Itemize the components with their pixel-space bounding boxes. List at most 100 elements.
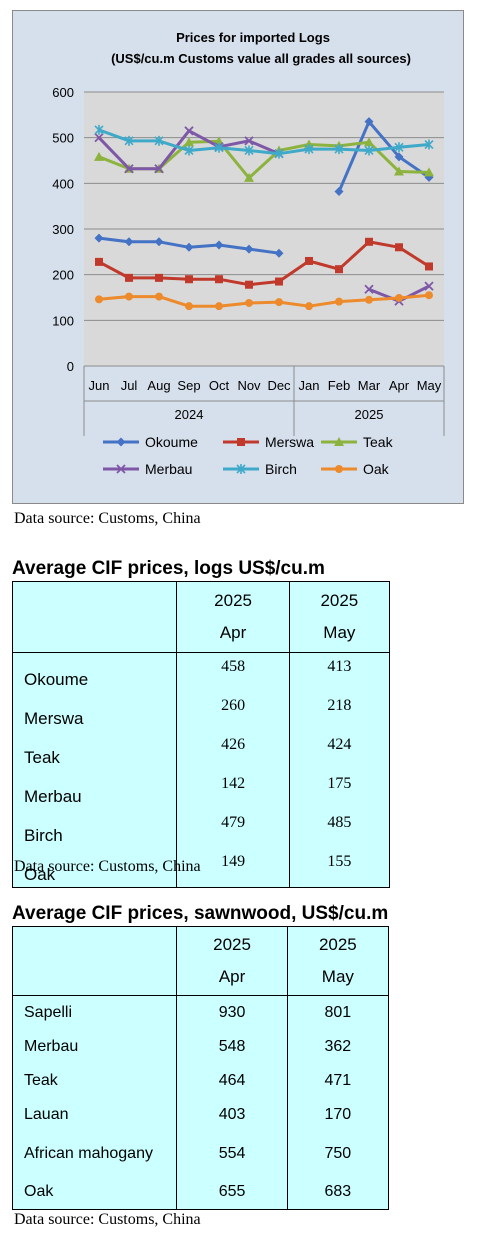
row-apr-value: 464 <box>176 1064 288 1098</box>
data-point-birch <box>184 145 194 156</box>
chart-subtitle: (US$/cu.m Customs value all grades all s… <box>111 51 411 66</box>
table-row: Oak 149 155 <box>11 848 391 888</box>
data-point-merswa <box>245 280 253 289</box>
data-point-okoume <box>244 244 254 254</box>
x-tick-label: Oct <box>209 378 230 393</box>
legend-marker-teak <box>334 437 344 446</box>
data-point-oak <box>275 298 283 307</box>
row-apr-value: 142 <box>176 770 290 809</box>
x-tick-label: Mar <box>358 378 381 393</box>
row-may-value: 362 <box>286 1030 390 1064</box>
data-point-birch <box>274 148 284 159</box>
legend-label-merbau: Merbau <box>145 461 192 477</box>
data-point-birch <box>364 145 374 156</box>
row-may-value: 413 <box>288 652 391 692</box>
data-point-birch <box>244 145 254 156</box>
data-point-birch <box>94 124 104 135</box>
data-point-birch <box>214 142 224 153</box>
row-apr-value: 479 <box>176 809 290 848</box>
table-row: Merbau 548 362 <box>11 1030 390 1064</box>
data-point-merswa <box>215 275 223 284</box>
row-may-value: 175 <box>288 770 391 809</box>
y-tick-label: 500 <box>52 131 74 146</box>
row-name-cell: Merswa <box>11 692 178 731</box>
row-may-value: 424 <box>288 731 391 770</box>
data-point-merswa <box>425 262 433 271</box>
row-may-value: 218 <box>288 692 391 731</box>
row-apr-value: 554 <box>176 1132 288 1175</box>
header-blank-cell <box>11 926 178 996</box>
logs-source-note: Data source: Customs, China <box>14 858 201 875</box>
sawnwood-source-note: Data source: Customs, China <box>14 1211 201 1228</box>
table-row: Sapelli 930 801 <box>11 995 390 1030</box>
data-point-merswa <box>155 273 163 282</box>
data-point-birch <box>304 144 314 155</box>
data-point-oak <box>305 302 313 311</box>
x-group-label: 2024 <box>175 407 204 422</box>
data-point-okoume <box>214 240 224 250</box>
row-name-cell: Teak <box>11 731 178 770</box>
table-row: Lauan 403 170 <box>11 1098 390 1132</box>
legend-label-merswa: Merswa <box>265 434 314 450</box>
series-line-birch <box>98 128 430 156</box>
data-point-teak <box>184 137 194 147</box>
row-may-value: 683 <box>286 1175 390 1210</box>
data-point-teak <box>94 151 104 161</box>
y-tick-label: 200 <box>52 268 74 283</box>
x-tick-label: Nov <box>237 378 261 393</box>
data-point-okoume <box>334 187 344 197</box>
y-tick-label: 400 <box>52 176 74 191</box>
data-point-merbau <box>94 133 104 143</box>
legend-label-birch: Birch <box>265 461 297 477</box>
data-point-merbau <box>424 281 434 291</box>
row-apr-value: 426 <box>176 731 290 770</box>
data-point-merbau <box>184 126 194 136</box>
x-group-label: 2025 <box>355 407 384 422</box>
data-point-birch <box>334 144 344 155</box>
header-month: Apr <box>218 967 246 986</box>
row-apr-value: 149 <box>176 848 290 888</box>
data-point-okoume <box>364 117 374 127</box>
row-name-cell: Lauan <box>11 1098 178 1132</box>
series-line-oak <box>98 293 430 308</box>
data-point-okoume <box>274 248 284 258</box>
row-name-cell: Okoume <box>11 652 178 692</box>
legend-label-teak: Teak <box>363 434 394 450</box>
data-point-merbau <box>124 164 134 174</box>
row-may-value: 170 <box>286 1098 390 1132</box>
data-point-merswa <box>275 277 283 286</box>
table-row: Birch 479 485 <box>11 809 391 848</box>
row-may-value: 750 <box>286 1132 390 1175</box>
data-point-merswa <box>305 256 313 265</box>
row-name-cell: Oak <box>11 1175 178 1210</box>
data-point-merswa <box>185 275 193 284</box>
header-month: May <box>323 623 356 642</box>
x-tick-label: Sep <box>177 378 200 393</box>
legend-label-oak: Oak <box>363 461 390 477</box>
row-apr-value: 458 <box>176 652 290 692</box>
row-name-cell: African mahogany <box>11 1132 178 1175</box>
row-name-cell: Teak <box>11 1064 178 1098</box>
row-may-value: 801 <box>286 995 390 1030</box>
chart-frame: 0 100 200 300 400 500 600 Jun Jul Aug Sep Oct Nov Dec… <box>12 10 464 504</box>
row-name-cell: Oak <box>11 848 178 888</box>
row-apr-value: 930 <box>176 995 288 1030</box>
header-blank-cell <box>11 581 178 653</box>
data-point-merbau <box>244 136 254 146</box>
data-point-okoume <box>184 242 194 252</box>
legend-marker-oak <box>335 465 343 473</box>
header-year: 2025 <box>214 591 252 610</box>
data-point-merbau <box>364 284 374 294</box>
line-chart: 0 100 200 300 400 500 600 Jun Jul Aug Sep Oct Nov Dec… <box>52 30 445 477</box>
sawnwood-table-body: Sapelli 930 801 Merbau 548 362 Teak 464 471 Lauan… <box>11 995 390 1210</box>
header-cell-may: 2025 May <box>288 581 391 653</box>
data-point-oak <box>365 295 373 304</box>
table-row: African mahogany 554 750 <box>11 1132 390 1175</box>
data-point-okoume <box>394 152 404 162</box>
data-point-okoume <box>124 237 134 247</box>
chart-source-note: Data source: Customs, China <box>14 510 201 527</box>
data-point-merswa <box>95 257 103 266</box>
x-tick-label: Jun <box>89 378 110 393</box>
data-point-birch <box>424 139 434 150</box>
data-point-merswa <box>365 237 373 246</box>
